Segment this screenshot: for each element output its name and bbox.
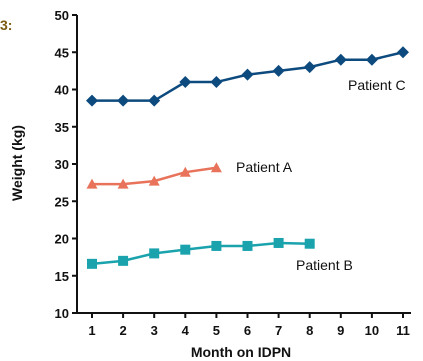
x-tick-label: 2 [119,323,126,338]
figure-label: 3: [0,17,12,33]
series-line [91,241,310,266]
y-tick-label: 50 [55,8,69,23]
data-point [87,258,97,269]
x-tick-label: 4 [182,323,190,338]
data-point [397,46,409,59]
series-patient-c: Patient C [86,46,409,107]
x-tick-label: 10 [365,323,379,338]
data-point [117,178,129,189]
y-tick-label: 20 [55,232,69,247]
y-tick-label: 10 [55,306,69,321]
data-point [86,94,98,107]
data-point [242,240,253,251]
y-tick-label: 25 [55,194,69,209]
data-point [148,94,161,107]
data-point [303,61,316,74]
series-label: Patient A [236,159,293,175]
data-point [179,76,192,89]
y-tick-label: 45 [55,45,69,60]
x-tick-label: 8 [306,323,313,338]
data-point [117,94,130,107]
data-point [334,53,347,66]
data-point [149,248,160,259]
series-patient-b: Patient B [87,237,353,273]
data-point [179,166,191,177]
x-tick-label: 3 [151,323,158,338]
data-point [304,238,315,249]
data-point [272,64,285,77]
x-axis-title: Month on IDPN [191,344,291,360]
data-point [180,244,191,255]
data-point [211,240,222,251]
x-tick-label: 7 [275,323,282,338]
data-point [365,53,378,66]
data-point [273,237,284,248]
x-tick-label: 1 [88,323,95,338]
y-tick-label: 30 [55,157,69,172]
x-tick-label: 5 [213,323,220,338]
y-tick-label: 35 [55,120,69,135]
data-point [86,178,98,189]
y-tick-label: 40 [55,83,69,98]
y-axis-title: Weight (kg) [9,125,25,201]
series-layer: Patient C Patient A Patient B [86,46,409,273]
data-point [241,68,254,81]
x-tick-label: 6 [244,323,251,338]
x-tick-label: 11 [396,323,410,338]
data-point [148,175,160,186]
series-label: Patient B [296,257,353,273]
series-label: Patient C [348,77,406,93]
series-patient-a: Patient A [86,159,293,189]
data-point [210,76,223,89]
y-tick-label: 15 [55,269,69,284]
data-point [210,162,222,173]
data-point [118,255,129,266]
x-tick-label: 9 [337,323,344,338]
